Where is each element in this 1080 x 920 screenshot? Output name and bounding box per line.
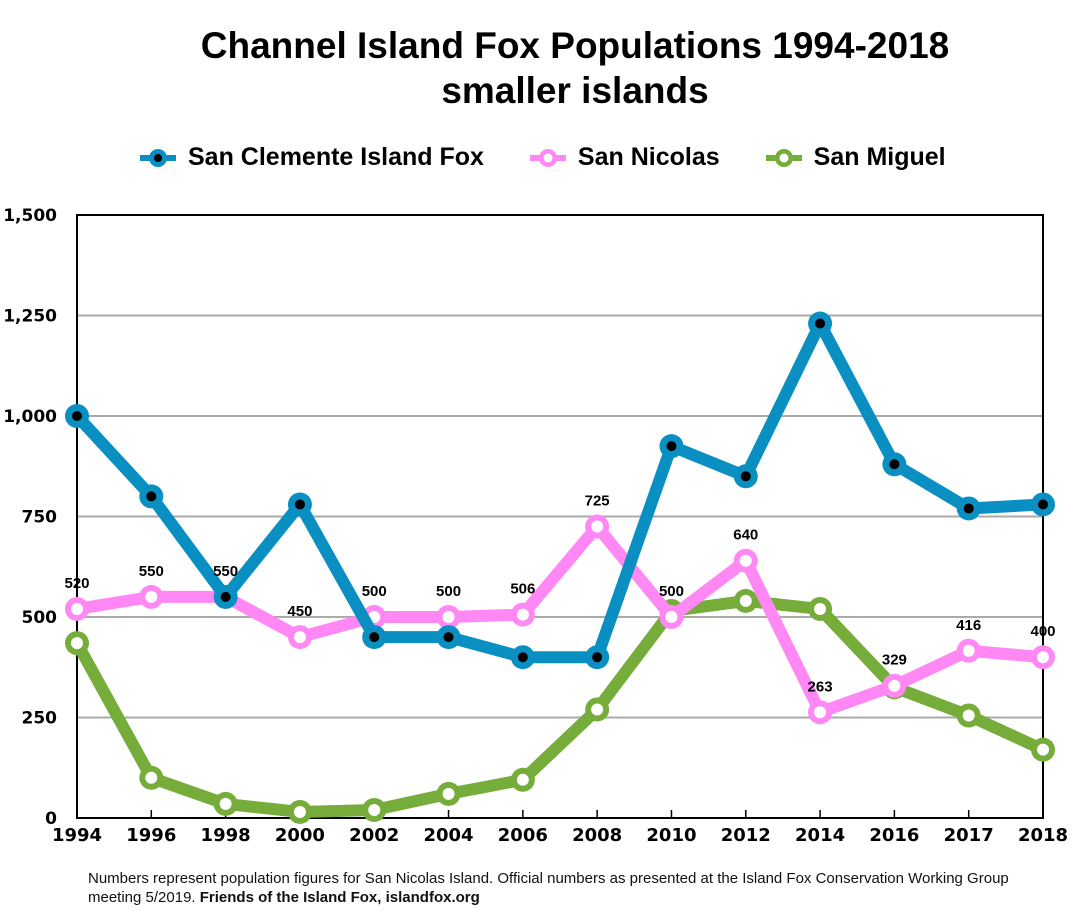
footnote: Numbers represent population figures for… <box>88 869 1048 907</box>
data-point-center <box>219 797 232 810</box>
data-point-center <box>591 703 604 716</box>
data-point-center <box>517 652 528 663</box>
legend-label: San Clemente Island Fox <box>188 143 484 171</box>
data-point-center <box>888 679 901 692</box>
data-point-center <box>294 499 305 510</box>
y-tick-label: 250 <box>22 709 58 729</box>
data-point-center <box>739 594 752 607</box>
data-label: 725 <box>585 493 610 510</box>
data-point-center <box>591 520 604 533</box>
data-point-center <box>71 602 83 615</box>
data-label: 550 <box>213 563 238 580</box>
chart-title: Channel Island Fox Populations 1994-2018 <box>200 25 950 66</box>
footnote-text: Numbers represent population figures for… <box>88 870 1009 906</box>
y-tick-label: 1,000 <box>3 407 57 427</box>
data-point-center <box>516 773 529 786</box>
legend-item-san-clemente: San Clemente Island Fox <box>140 143 484 172</box>
x-tick-label: 2008 <box>572 825 622 846</box>
chart-subtitle: smaller islands <box>441 70 709 111</box>
legend-item-san-miguel: San Miguel <box>765 143 946 172</box>
data-label: 329 <box>882 652 907 669</box>
series-line-2 <box>71 594 1046 818</box>
data-label: 400 <box>1030 623 1055 640</box>
data-label: 640 <box>733 527 758 544</box>
data-point-center <box>442 787 455 800</box>
data-point-center <box>962 644 975 657</box>
legend-label: San Nicolas <box>577 143 720 171</box>
x-tick-label: 2002 <box>349 825 399 846</box>
data-point-center <box>442 611 455 623</box>
x-tick-label: 2010 <box>646 825 696 846</box>
data-point-center <box>666 441 677 452</box>
y-tick-label: 1,500 <box>3 206 57 226</box>
data-label: 550 <box>139 563 164 580</box>
data-point-center <box>889 459 900 470</box>
x-tick-label: 2000 <box>275 825 325 846</box>
x-tick-label: 2014 <box>795 825 845 846</box>
data-point-center <box>963 503 974 514</box>
data-point-center <box>962 709 975 722</box>
data-point-center <box>815 318 826 329</box>
data-label: 500 <box>436 583 461 600</box>
data-point-center <box>739 554 752 567</box>
x-tick-label: 2004 <box>423 825 473 846</box>
data-label: 520 <box>64 575 89 592</box>
data-point-center <box>145 771 158 784</box>
data-point-center <box>516 608 529 621</box>
data-point-center <box>740 471 751 482</box>
data-point-center <box>592 652 603 663</box>
data-point-center <box>814 706 827 719</box>
plot-frame <box>76 214 1044 819</box>
data-point-center <box>72 411 82 421</box>
x-tick-label: 2018 <box>1018 825 1068 846</box>
y-tick-label: 1,250 <box>3 307 57 327</box>
data-point-center <box>1038 499 1048 510</box>
data-label: 500 <box>659 583 684 600</box>
series-line-1 <box>76 520 1044 719</box>
footnote-credit: Friends of the Island Fox, islandfox.org <box>199 889 480 906</box>
x-tick-label: 1996 <box>126 825 176 846</box>
data-label: 506 <box>510 581 535 598</box>
data-point-center <box>293 805 306 818</box>
y-tick-label: 500 <box>22 608 58 628</box>
data-point-center <box>146 491 157 502</box>
x-tick-label: 2006 <box>498 825 548 846</box>
legend: San Clemente Island Fox San Nicolas San … <box>140 143 992 172</box>
y-tick-label: 0 <box>45 809 57 829</box>
y-tick-label: 750 <box>22 508 58 528</box>
data-point-center <box>443 632 454 643</box>
data-label: 263 <box>808 678 833 695</box>
data-label: 450 <box>287 603 312 620</box>
x-tick-label: 1994 <box>52 825 102 846</box>
data-point-center <box>369 632 380 643</box>
data-point-center <box>665 611 678 623</box>
data-label: 500 <box>362 583 387 600</box>
data-point-center <box>220 591 231 602</box>
x-tick-label: 2012 <box>721 825 771 846</box>
data-point-center <box>145 590 158 603</box>
data-point-center <box>293 631 306 644</box>
legend-marker-san-miguel <box>765 148 802 167</box>
data-point-center <box>1037 743 1049 756</box>
x-tick-label: 2016 <box>869 825 919 846</box>
data-point-center <box>1037 651 1049 664</box>
data-label: 416 <box>956 617 981 634</box>
x-tick-label: 2017 <box>944 825 994 846</box>
data-point-center <box>814 602 827 615</box>
legend-marker-san-clemente <box>140 148 176 167</box>
data-point-center <box>368 803 381 816</box>
data-point-center <box>71 637 83 650</box>
x-tick-label: 1998 <box>201 825 251 846</box>
legend-label: San Miguel <box>813 143 946 171</box>
legend-item-san-nicolas: San Nicolas <box>529 143 720 172</box>
legend-marker-san-nicolas <box>529 148 566 167</box>
series-line-0 <box>72 317 1044 664</box>
